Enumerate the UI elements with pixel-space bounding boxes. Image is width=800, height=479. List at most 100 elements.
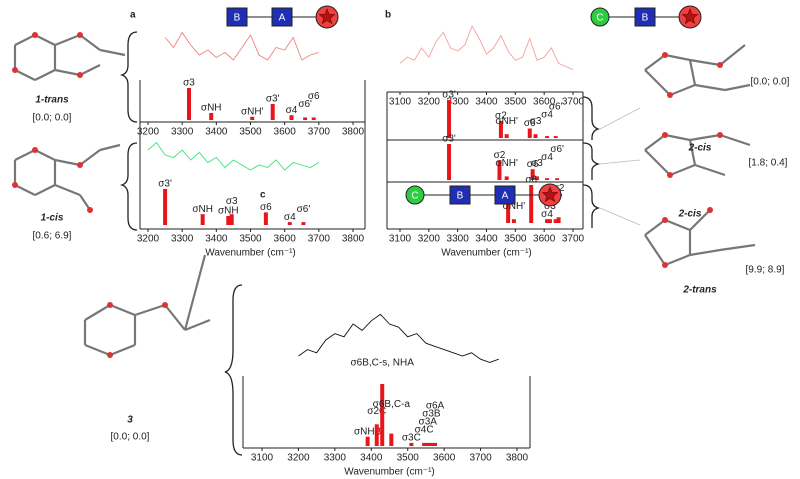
x-axis-title: Wavenumber (cm⁻¹) (205, 248, 295, 259)
stick (534, 176, 539, 180)
stick (533, 134, 538, 138)
x-tick-label: 3400 (205, 127, 228, 138)
x-tick-label: 3200 (418, 97, 441, 108)
stick-label: σ4 (286, 105, 298, 116)
stick (365, 436, 370, 446)
x-tick-label: 3700 (469, 453, 492, 464)
x-tick-label: 3500 (239, 127, 262, 138)
x-axis-title: Wavenumber (cm⁻¹) (441, 248, 531, 259)
stick-label: σ3 (530, 116, 542, 127)
molecule-2-cis-b (644, 132, 751, 178)
stick-label: σNHB (354, 426, 382, 437)
molecule-2-trans (644, 207, 756, 268)
x-tick-label: 3200 (137, 234, 160, 245)
molecule-1-cis (12, 143, 121, 213)
stick (209, 112, 214, 120)
x-tick-label: 3400 (360, 453, 383, 464)
x-tick-label: 3100 (389, 97, 412, 108)
x-tick-label: 3500 (504, 97, 527, 108)
x-tick-label: 3300 (324, 453, 347, 464)
x-tick-label: 3500 (397, 453, 420, 464)
stick-label: σ4C (415, 425, 434, 436)
stick (498, 120, 503, 138)
molecule-3 (83, 254, 211, 358)
stick (530, 169, 535, 180)
stick-label: σ4 (541, 152, 553, 163)
experimental-spectrum (164, 31, 319, 61)
x-tick-label: 3600 (274, 234, 297, 245)
stick-label: σ6' (298, 99, 312, 110)
stick-label: σ2 (495, 111, 507, 122)
stick-label: σ6' (550, 144, 564, 155)
stick (422, 442, 427, 446)
stick-label: σNH' (241, 106, 264, 117)
stick-label: σ3' (442, 90, 456, 101)
x-tick-label: 3400 (475, 97, 498, 108)
stick (545, 178, 550, 180)
stick (250, 116, 255, 120)
stick-label: σNH (201, 103, 222, 114)
x-axis-title: Wavenumber (cm⁻¹) (344, 467, 434, 478)
panel-letter: c (260, 190, 266, 201)
stick (163, 189, 168, 225)
panel-letter: a (130, 10, 136, 21)
x-tick-label: 3100 (389, 234, 412, 245)
stick-label: σ3' (266, 94, 280, 105)
stick-label: σ6' (549, 102, 563, 113)
stick-label: σ6 (260, 202, 272, 213)
stick-label: σ6 (527, 159, 539, 170)
scheme-box (226, 7, 248, 27)
stick-label: σ6' (297, 204, 311, 215)
scheme-label: C (596, 13, 603, 24)
stick (497, 160, 502, 180)
stick (547, 219, 552, 223)
stick-label: σ3 (226, 196, 238, 207)
scheme-label: A (502, 191, 509, 202)
stick-label: σ3B (422, 409, 441, 420)
stick-label: σ3 (183, 78, 195, 89)
conformer-name: 2-cis (688, 143, 712, 154)
scheme-label: B (234, 13, 241, 24)
scheme-box (634, 7, 656, 27)
stick-label: σ6 (525, 175, 537, 186)
x-tick-label: 3500 (504, 234, 527, 245)
stick (229, 214, 234, 225)
stick-label: σ4 (541, 110, 553, 121)
stick (270, 104, 275, 120)
stick (429, 442, 434, 446)
scheme-star (681, 8, 699, 25)
stick-label: σ3' (158, 179, 172, 190)
conformer-energy: [0.0; 0.0] (33, 113, 72, 124)
x-tick-label: 3600 (533, 234, 556, 245)
conformer-energy: [0.6; 6.9] (33, 231, 72, 242)
connector-lines (599, 107, 641, 226)
stick (287, 222, 292, 225)
scheme-star (318, 8, 336, 25)
stick (553, 136, 558, 138)
stick (263, 212, 268, 225)
x-tick-label: 3700 (562, 234, 585, 245)
stick-label: σ2C (367, 406, 386, 417)
scheme-label: B (457, 191, 464, 202)
stick (529, 185, 534, 223)
stick-label: σ3A (419, 417, 438, 428)
stick-label: σ6A (426, 401, 445, 412)
x-tick-label: 3700 (308, 127, 331, 138)
stick-label: σ6 (524, 118, 536, 129)
conformer-energy: [9.9; 8.9] (746, 265, 785, 276)
stick (389, 433, 394, 446)
stick-label: σ3C (402, 433, 421, 444)
molecule-1-trans (12, 32, 126, 81)
conformer-name: 2-cis (678, 209, 702, 220)
stick (556, 217, 561, 223)
stick-label: σ6 (308, 91, 320, 102)
scheme-circle (590, 7, 610, 27)
stick (545, 136, 550, 138)
stick (527, 128, 532, 138)
x-tick-label: 3600 (533, 97, 556, 108)
conformer-name: 2-trans (682, 285, 717, 296)
x-tick-label: 3300 (447, 97, 470, 108)
x-tick-label: 3600 (274, 127, 297, 138)
conformer-energy: [0.0; 0.0] (111, 432, 150, 443)
